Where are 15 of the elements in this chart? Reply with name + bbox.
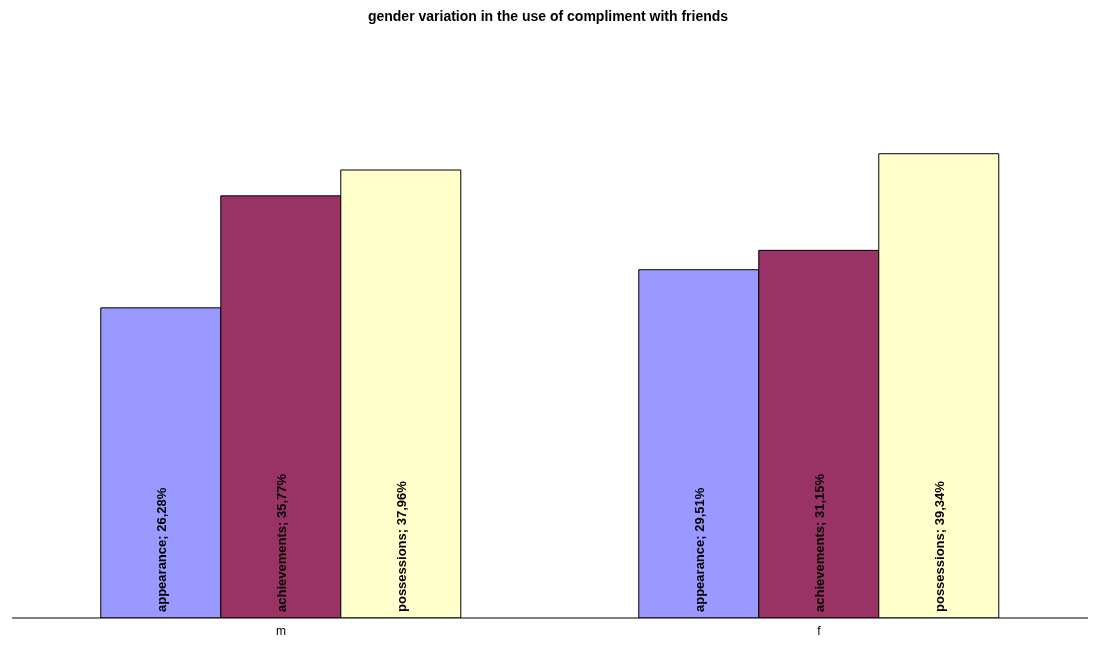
text: achievements bbox=[811, 526, 827, 612]
data-label: ; 29,51% bbox=[691, 487, 707, 540]
data-label: ; 37,96% bbox=[393, 480, 409, 534]
x-tick-label: f bbox=[817, 623, 822, 638]
data-label: ; 26,28% bbox=[153, 487, 169, 540]
text: possessions bbox=[931, 533, 947, 612]
data-label: ; 39,34% bbox=[931, 480, 947, 534]
series-label: achievements bbox=[273, 526, 289, 612]
data-label: ; 31,15% bbox=[811, 473, 827, 526]
chart-title: gender variation in the use of compliment with friends bbox=[366, 8, 730, 26]
series-label: appearance bbox=[153, 539, 169, 612]
text: appearance bbox=[691, 539, 707, 612]
x-tick-label: m bbox=[276, 623, 286, 638]
series-label: possessions bbox=[393, 533, 409, 612]
data-label: ; 35,77% bbox=[273, 473, 289, 526]
